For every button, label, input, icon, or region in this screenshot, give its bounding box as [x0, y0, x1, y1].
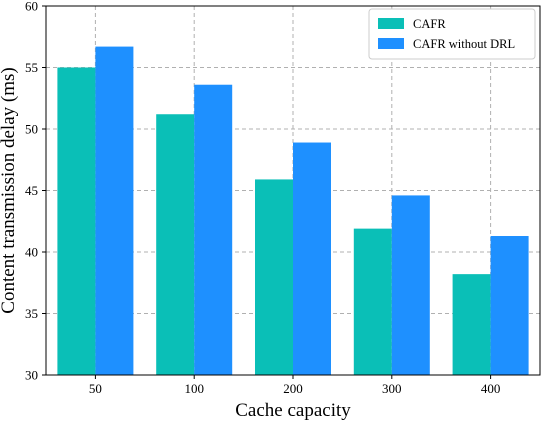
bar-cafr-without-drl [293, 142, 331, 375]
y-axis-ticks: 30 35 40 45 50 55 60 [25, 0, 46, 383]
bar-cafr-without-drl [95, 46, 134, 376]
bar-cafr-without-drl [490, 236, 529, 375]
y-tick-label: 55 [25, 60, 38, 75]
legend-swatch-cafr-without-drl [378, 38, 404, 49]
bar-cafr-without-drl [194, 84, 233, 375]
legend-label-cafr-without-drl: CAFR without DRL [413, 37, 515, 51]
x-axis-title: Cache capacity [235, 400, 351, 421]
bar-cafr-without-drl [391, 195, 430, 375]
x-tick-label: 100 [184, 381, 204, 396]
x-tick-label: 200 [283, 381, 303, 396]
bar-cafr [353, 228, 392, 375]
y-tick-label: 45 [25, 183, 38, 198]
bar-cafr [57, 67, 96, 375]
bar-cafr [255, 179, 293, 375]
x-tick-label: 400 [481, 381, 501, 396]
y-tick-label: 35 [25, 306, 38, 321]
legend-box [368, 8, 536, 60]
y-tick-label: 60 [25, 0, 38, 14]
legend: CAFR CAFR without DRL [368, 8, 536, 60]
bar-cafr [452, 274, 491, 375]
legend-swatch-cafr [378, 18, 404, 29]
y-tick-label: 50 [25, 122, 38, 137]
y-axis-title: Content transmission delay (ms) [0, 67, 19, 313]
x-tick-label: 300 [382, 381, 402, 396]
bars [57, 46, 529, 376]
y-tick-label: 30 [25, 368, 38, 383]
bar-cafr [156, 114, 195, 376]
x-axis-ticks: 50 100 200 300 400 [89, 375, 500, 396]
y-tick-label: 40 [25, 245, 38, 260]
x-tick-label: 50 [89, 381, 102, 396]
legend-label-cafr: CAFR [413, 17, 446, 31]
